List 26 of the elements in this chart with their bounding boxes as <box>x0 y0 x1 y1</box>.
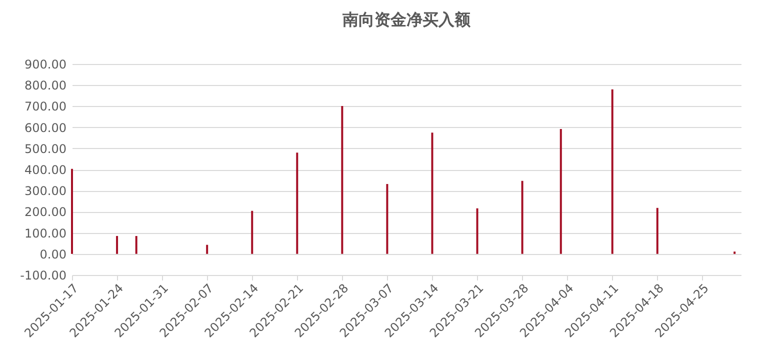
y-tick-label: 600.00 <box>24 120 66 135</box>
bar <box>656 208 658 254</box>
bar <box>135 236 138 254</box>
y-tick-label: 400.00 <box>24 163 66 177</box>
y-tick-label: 300.00 <box>24 184 66 198</box>
bar <box>386 184 388 254</box>
bar <box>296 152 298 254</box>
y-tick-label: 900.00 <box>24 58 66 72</box>
bar <box>611 89 614 254</box>
y-tick-label: 0.00 <box>40 247 66 262</box>
chart-title: 南向资金净买入额 <box>342 10 472 29</box>
bar <box>431 132 434 254</box>
bar <box>476 208 478 254</box>
y-tick-label: 200.00 <box>24 205 66 220</box>
y-tick-label: 100.00 <box>24 226 66 240</box>
bar <box>251 210 254 254</box>
bar <box>206 244 208 254</box>
bar <box>521 180 524 254</box>
bar <box>71 168 73 254</box>
y-tick-label: 700.00 <box>24 100 66 114</box>
y-tick-label: 500.00 <box>24 142 66 156</box>
y-tick-label: -100.00 <box>20 268 66 282</box>
bar <box>116 236 118 254</box>
bar <box>341 106 344 254</box>
y-tick-label: 800.00 <box>24 78 66 93</box>
bar <box>560 128 562 254</box>
